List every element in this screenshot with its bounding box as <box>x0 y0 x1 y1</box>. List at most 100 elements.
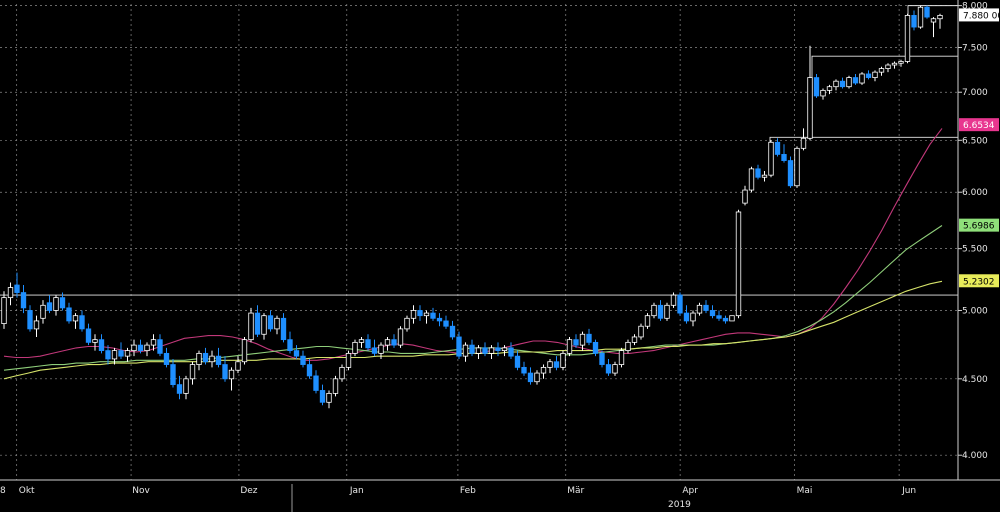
candle-body <box>436 317 443 322</box>
candle <box>248 307 254 343</box>
candle-body <box>703 304 709 311</box>
candle-body <box>137 344 144 352</box>
candle-body <box>183 378 189 394</box>
candle-body <box>839 80 846 88</box>
candle-body <box>501 347 508 352</box>
candle <box>534 370 540 385</box>
year-label: 2019 <box>668 500 691 510</box>
candle-body <box>495 347 501 352</box>
candle <box>859 72 865 85</box>
price-tag-text: 5.6986 <box>963 222 995 232</box>
candle <box>293 345 300 359</box>
candle <box>768 140 774 178</box>
candle-body <box>300 355 306 365</box>
candle-body <box>820 89 826 97</box>
candle-body <box>254 312 261 335</box>
candle-body <box>72 315 79 322</box>
candle-body <box>306 364 313 377</box>
candle <box>53 295 59 316</box>
candle-body <box>735 211 742 317</box>
candle <box>638 323 644 340</box>
candle-body <box>1 297 7 324</box>
candle-body <box>579 333 586 346</box>
candle-body <box>833 80 839 88</box>
candle <box>573 334 579 348</box>
candle-body <box>150 339 157 346</box>
candle-body <box>514 355 521 368</box>
candle-body <box>631 336 638 343</box>
candle-body <box>293 350 300 357</box>
candle <box>722 315 729 324</box>
candle <box>664 302 670 321</box>
candle-body <box>7 287 14 299</box>
candle-body <box>748 168 755 191</box>
price-tag-text: 7.880 00 <box>963 11 1000 21</box>
candle <box>27 305 33 332</box>
candle <box>651 302 657 319</box>
candle-body <box>742 189 748 204</box>
candle <box>631 334 638 346</box>
candle-body <box>443 320 449 327</box>
candle-body <box>144 344 150 352</box>
candle-body <box>592 341 599 354</box>
candle-body <box>547 361 553 368</box>
candle-body <box>85 328 92 343</box>
candle <box>904 13 911 64</box>
candle-body <box>657 304 664 319</box>
candle-body <box>111 350 118 360</box>
candle <box>332 375 339 397</box>
candle <box>1 291 7 329</box>
x-tick-label: Feb <box>460 486 476 496</box>
candle-body <box>638 325 644 338</box>
candle <box>235 356 241 374</box>
candle-body <box>430 312 436 319</box>
candle <box>475 345 482 359</box>
candle <box>124 347 131 362</box>
candle-body <box>462 344 469 357</box>
candle-body <box>670 294 677 306</box>
candle-body <box>573 339 579 346</box>
candle-body <box>228 369 235 380</box>
candle <box>163 347 170 368</box>
price-tag-box <box>959 274 999 288</box>
candle <box>807 45 813 141</box>
candle-body <box>248 312 254 341</box>
candle-body <box>176 384 183 394</box>
candle <box>215 347 222 368</box>
candle-body <box>157 339 163 354</box>
candle <box>547 358 553 374</box>
candle <box>14 272 20 298</box>
candle-body <box>378 344 384 354</box>
candle <box>280 313 287 343</box>
candle <box>553 356 560 371</box>
candle <box>586 328 592 346</box>
price-tag-ma_mid_tag: 5.6986 <box>959 218 999 232</box>
candle <box>358 336 365 348</box>
price-tag-text: 6.6534 <box>963 121 995 131</box>
candle-body <box>787 160 794 187</box>
candle-body <box>365 339 371 349</box>
candle <box>20 285 27 314</box>
candle-body <box>722 317 729 322</box>
candle-body <box>605 364 612 374</box>
candle-body <box>683 312 690 322</box>
candle-body <box>696 304 703 314</box>
candle-body <box>209 355 215 363</box>
candle-body <box>423 312 430 317</box>
candle <box>924 5 930 19</box>
candle-body <box>651 304 657 317</box>
x-tick-label: Dez <box>240 486 257 496</box>
x-tick-label: 8 <box>0 486 6 496</box>
candle-body <box>807 77 813 139</box>
candle <box>371 339 378 357</box>
candle-body <box>267 315 274 330</box>
candle-body <box>768 141 774 176</box>
candle <box>599 350 605 368</box>
candle <box>612 361 618 376</box>
candle <box>735 209 742 319</box>
candle <box>820 88 826 100</box>
candle-body <box>865 73 872 78</box>
candle <box>937 13 943 29</box>
y-tick-label: 6.000 <box>962 188 988 198</box>
candle <box>833 79 839 91</box>
